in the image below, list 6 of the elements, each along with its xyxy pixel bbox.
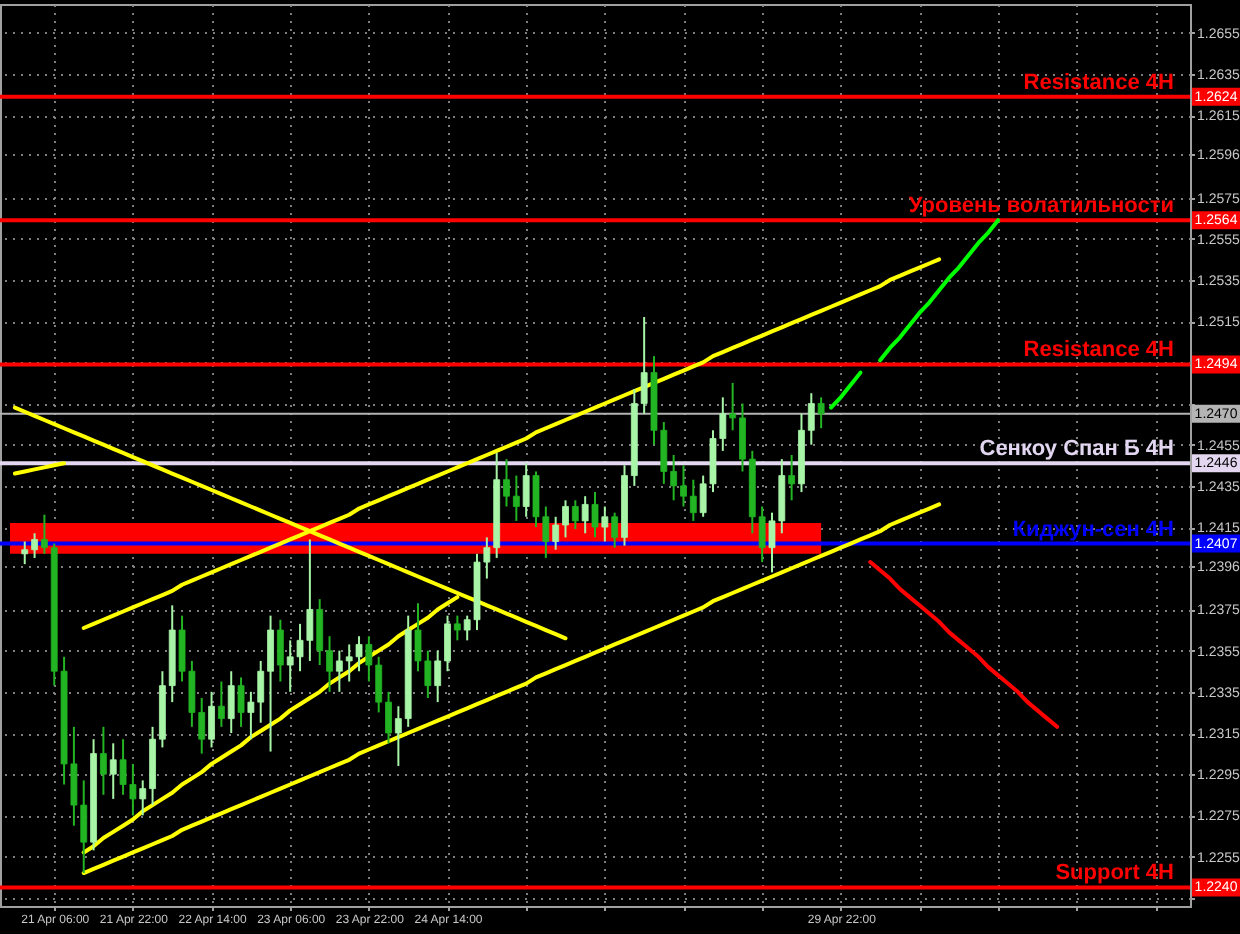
ref-line-label: Сенкоу Спан Б 4H (979, 437, 1175, 462)
ref-line-label: Support 4H (1055, 861, 1175, 886)
ref-line-label: Resistance 4H (1023, 70, 1175, 95)
ref-line-label: Киджун-сен 4H (1012, 517, 1175, 542)
ref-line-label: Resistance 4H (1023, 338, 1175, 363)
ref-line-label: Уровень волатильности (908, 194, 1174, 219)
